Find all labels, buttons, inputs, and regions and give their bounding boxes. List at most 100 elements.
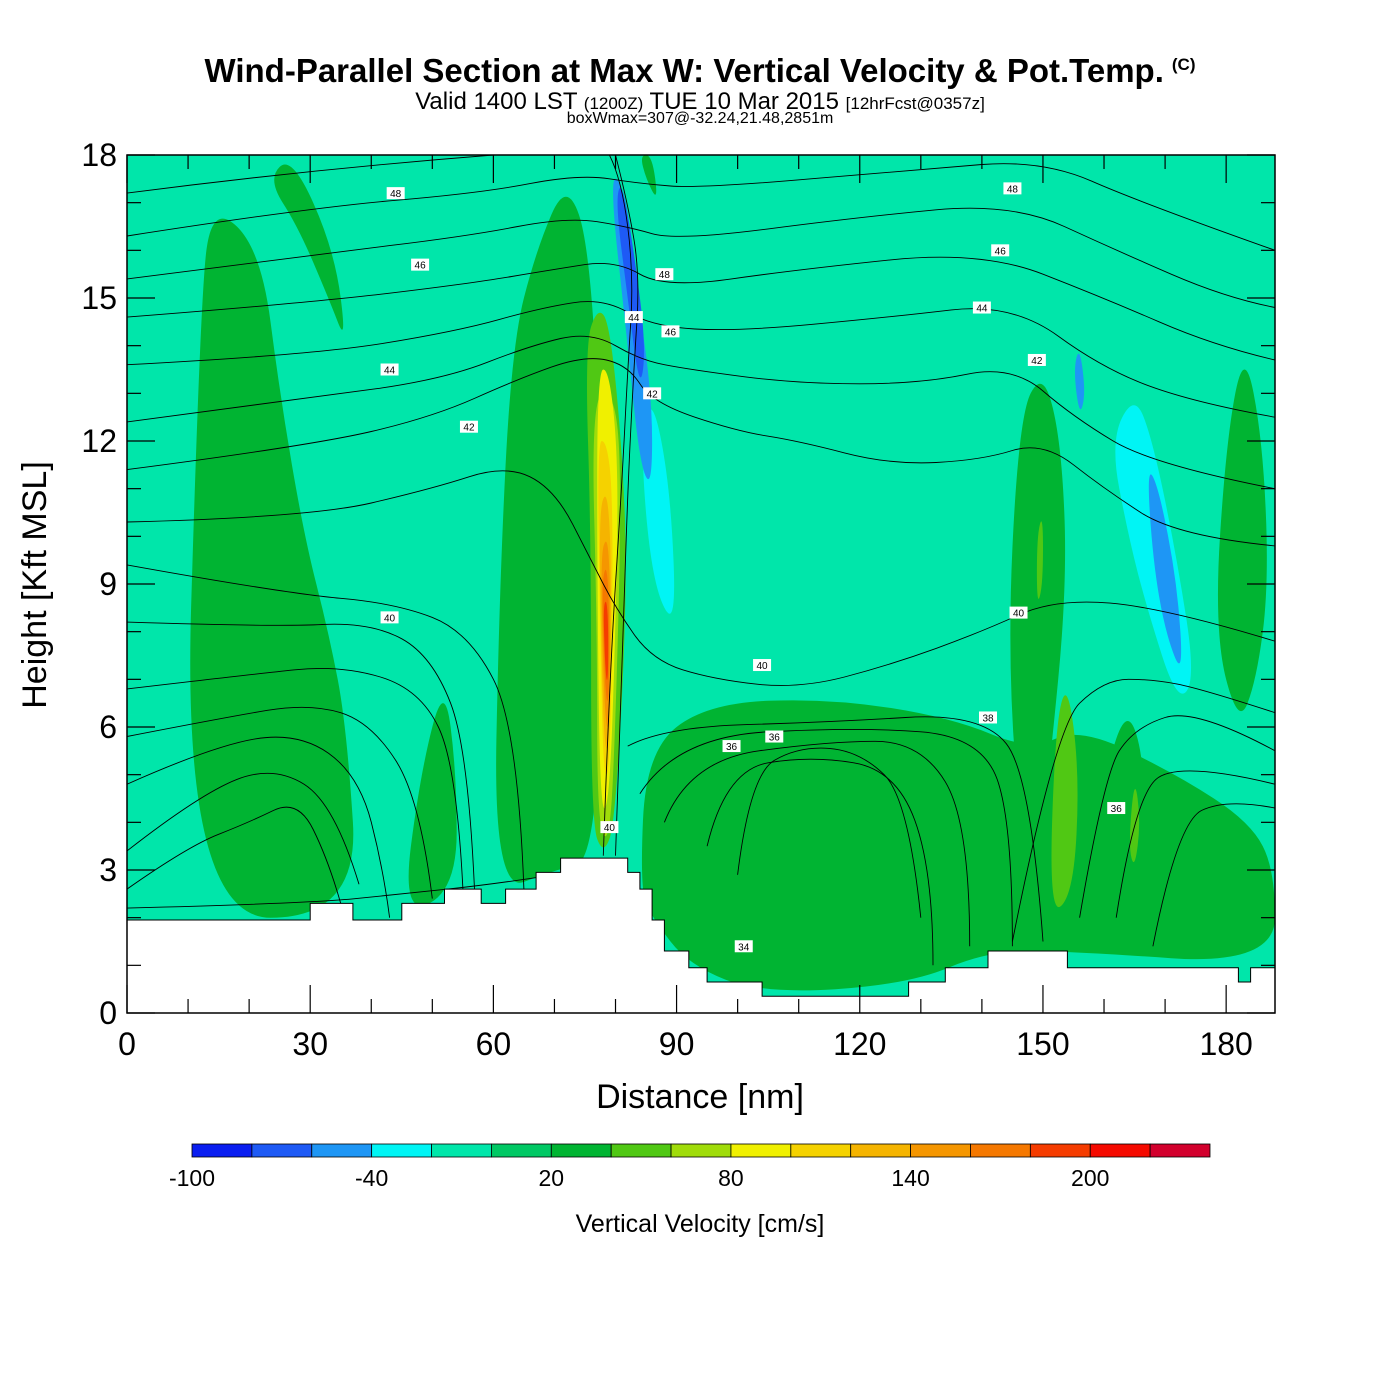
isentrope-line (127, 806, 342, 904)
colorbar-swatch (1149, 1143, 1211, 1158)
y-tick-label: 0 (99, 995, 117, 1031)
x-tick-label: 30 (292, 1026, 328, 1062)
colorbar-label: 200 (1071, 1165, 1109, 1191)
w-region (1148, 474, 1182, 664)
colorbar-swatch (1029, 1143, 1091, 1158)
isentrope-line (127, 301, 1275, 418)
w-region (1010, 383, 1066, 874)
colorbar-swatch (1089, 1143, 1151, 1158)
contour-label-text: 34 (738, 942, 750, 953)
colorbar-label: -100 (169, 1165, 215, 1191)
isentrope-line (127, 736, 391, 918)
contour-label-bg (459, 420, 478, 433)
w-region (190, 218, 354, 918)
contour-label-text: 40 (1013, 609, 1025, 620)
colorbar-title: Vertical Velocity [cm/s] (576, 1210, 825, 1238)
x-tick-label: 150 (1016, 1026, 1069, 1062)
colorbar-swatch (970, 1143, 1031, 1158)
chart-title-text: Wind-Parallel Section at Max W: Vertical… (204, 52, 1164, 89)
contour-label: 36 (765, 730, 784, 744)
isentrope-line (127, 256, 1275, 361)
isentrope-line (602, 155, 633, 856)
contour-label: 44 (972, 301, 991, 315)
contour-label-text: 38 (982, 713, 994, 724)
contour-label: 48 (1003, 182, 1022, 195)
w-region (1051, 695, 1078, 908)
contour-label: 40 (600, 821, 619, 834)
contour-label-text: 44 (976, 304, 988, 315)
colorbar-labels: -100 -40 20 80 140 200 (169, 1165, 1109, 1191)
w-region (1036, 521, 1043, 599)
contour-label-bg (1107, 802, 1126, 815)
contour-label: 44 (624, 311, 643, 324)
isentrope-line (127, 358, 1275, 547)
isentrope-line (127, 667, 464, 890)
contour-label: 40 (1009, 606, 1028, 620)
contour-label: 40 (753, 659, 772, 672)
contour-label: 48 (386, 187, 405, 200)
x-tick-label: 180 (1199, 1026, 1252, 1062)
contour-label-text: 44 (628, 313, 640, 324)
contour-label: 36 (722, 740, 741, 753)
contour-label-text: 42 (1031, 356, 1043, 367)
x-tick-label: 60 (476, 1026, 512, 1062)
chart-subtitle: Valid 1400 LST (1200Z) TUE 10 Mar 2015 [… (0, 88, 1400, 116)
contour-label: 46 (411, 258, 430, 272)
contour-label-bg (1027, 353, 1046, 366)
colorbar-swatch (730, 1143, 792, 1158)
contour-label-bg (380, 611, 399, 624)
isentrope-line (663, 740, 971, 947)
colorbar-label: 80 (718, 1165, 744, 1191)
contour-label-text: 46 (415, 261, 427, 272)
contour-label-text: 48 (659, 270, 671, 281)
contour-label-bg (991, 244, 1010, 257)
contour-label-bg (979, 711, 997, 724)
isentrope-line (127, 772, 360, 885)
valid-date: TUE 10 Mar 2015 (649, 88, 839, 115)
contour-label-bg (765, 730, 784, 743)
y-tick-label: 18 (81, 137, 117, 173)
y-tick-label: 3 (99, 852, 117, 888)
contour-label-text: 46 (995, 246, 1007, 257)
y-tick-label: 6 (99, 709, 117, 745)
colorbar-swatch (431, 1143, 492, 1158)
copyright-mark: (C) (1171, 55, 1196, 74)
w-region (496, 196, 602, 883)
contour-label: 46 (991, 244, 1010, 257)
potential-temperature-contours (127, 155, 1275, 966)
colorbar-swatch (550, 1143, 612, 1158)
y-axis-title: Height [Kft MSL] (16, 461, 54, 709)
x-tick-label: 90 (659, 1026, 695, 1062)
w-region (408, 703, 457, 906)
isentrope-line (737, 747, 922, 918)
colorbar-swatch (251, 1143, 313, 1158)
contour-label: 42 (1027, 353, 1046, 367)
contour-label-bg (722, 740, 741, 753)
axis-ticks (126, 154, 1275, 1014)
y-tick-label: 15 (81, 280, 117, 316)
isentrope-line (127, 335, 1275, 490)
contour-label-text: 40 (384, 613, 396, 624)
colorbar-swatch (191, 1143, 253, 1158)
colorbar-label: -40 (355, 1165, 388, 1191)
contour-label: 34 (734, 940, 753, 953)
colorbar (191, 1143, 1211, 1158)
forecast-info: [12hrFcst@0357z] (845, 94, 985, 113)
contour-label: 38 (979, 711, 997, 724)
contour-label-bg (1009, 606, 1028, 619)
vertical-velocity-fill (190, 155, 1275, 991)
colorbar-label: 140 (891, 1165, 929, 1191)
contour-label-text: 36 (726, 742, 738, 753)
x-tick-label: 0 (118, 1026, 136, 1062)
colorbar-swatch (311, 1143, 373, 1158)
colorbar-swatch (910, 1143, 971, 1158)
contour-label-text: 40 (604, 823, 616, 834)
contour-label-text: 42 (647, 389, 659, 400)
colorbar-swatch (670, 1143, 732, 1158)
contour-label-bg (643, 387, 662, 400)
colorbar-label: 20 (538, 1165, 564, 1191)
w-region (1075, 353, 1085, 410)
isentrope-line (127, 207, 1275, 308)
isentrope-line (127, 706, 433, 899)
